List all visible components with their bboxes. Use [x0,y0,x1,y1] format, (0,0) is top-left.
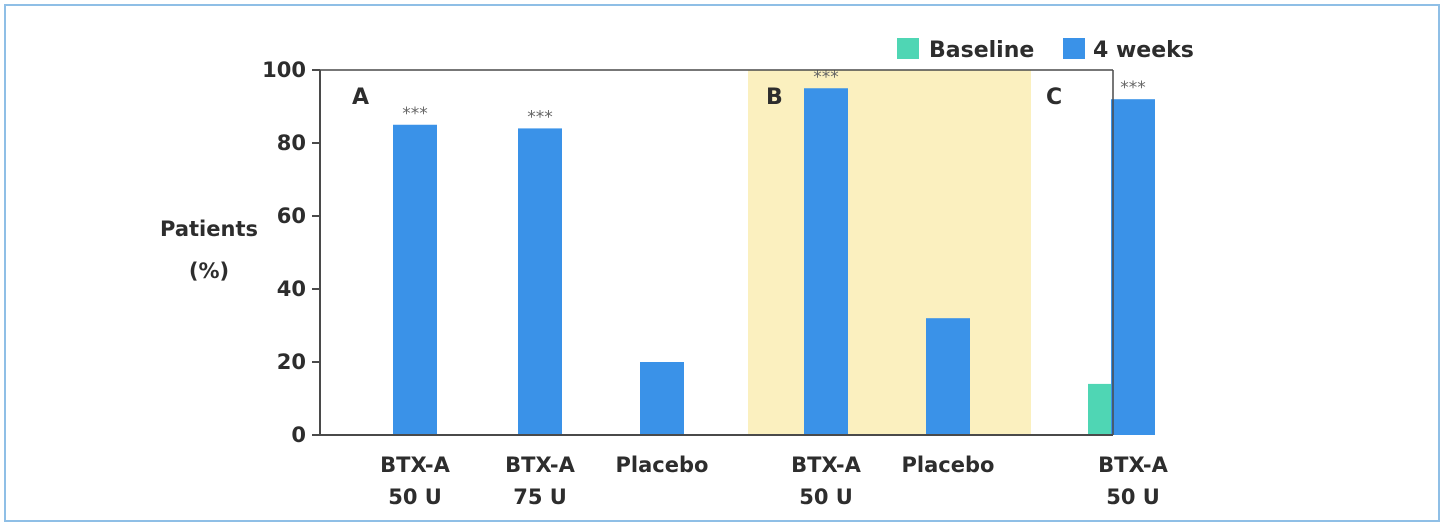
category-label-1: BTX-A [380,453,451,477]
significance-label-4: *** [813,67,839,87]
y-tick-label-0: 0 [291,423,306,447]
category-label-4: BTX-A [791,453,862,477]
bar-4-weeks-4 [804,88,848,435]
category-sublabel-2: 75 U [513,485,567,509]
category-label-2: BTX-A [505,453,576,477]
legend-label-4-weeks: 4 weeks [1093,38,1194,63]
category-label-5: Placebo [902,453,995,477]
y-tick-label-100: 100 [262,58,306,82]
bar-4-weeks-3 [640,362,684,435]
bar-4-weeks-5 [926,318,970,435]
y-axis-unit: (%) [189,259,229,283]
category-label-6: BTX-A [1098,453,1169,477]
legend-label-baseline: Baseline [929,38,1034,63]
y-tick-label-20: 20 [277,350,306,374]
bar-4-weeks-1 [393,124,437,435]
panel-letter-b: B [766,85,783,110]
panel-letter-c: C [1046,85,1062,110]
category-sublabel-4: 50 U [799,485,853,509]
bar-4-weeks-2 [518,128,562,435]
legend-swatch-4-weeks [1063,38,1085,59]
y-tick-label-80: 80 [277,131,306,155]
significance-label-1: *** [402,104,428,124]
category-sublabel-1: 50 U [388,485,442,509]
legend-swatch-baseline [897,38,919,59]
bar-4-weeks-6 [1111,99,1155,435]
y-tick-label-60: 60 [277,204,306,228]
category-sublabel-6: 50 U [1106,485,1160,509]
y-axis-title: Patients [160,217,258,241]
category-label-3: Placebo [616,453,709,477]
y-tick-label-40: 40 [277,277,306,301]
panel-b-background [748,70,1031,435]
significance-label-2: *** [527,107,553,127]
panel-letter-a: A [352,85,369,110]
significance-label-6: *** [1120,78,1146,98]
